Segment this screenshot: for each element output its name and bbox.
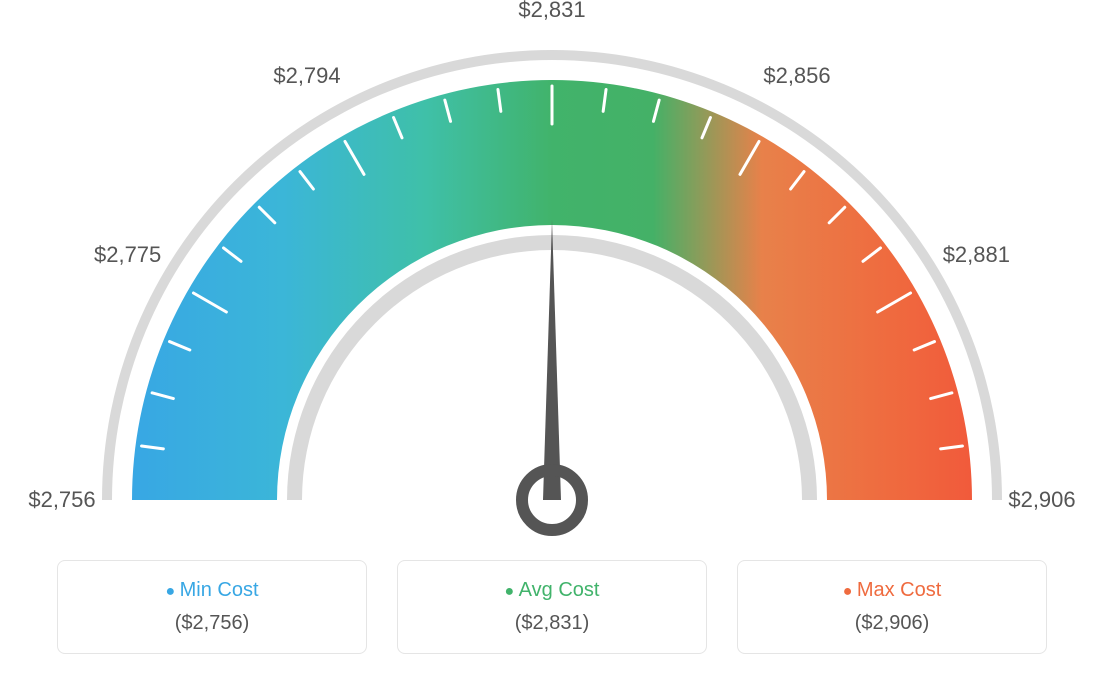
gauge-tick-label: $2,856 — [763, 63, 830, 89]
gauge-tick-label: $2,775 — [94, 242, 161, 268]
max-cost-card: Max Cost ($2,906) — [737, 560, 1047, 654]
avg-cost-value: ($2,831) — [410, 612, 694, 635]
avg-cost-title: Avg Cost — [410, 579, 694, 602]
gauge-tick-label: $2,881 — [943, 242, 1010, 268]
gauge-area: $2,756 $2,775 $2,794 $2,831 $2,856 $2,881 $2,9… — [0, 0, 1104, 560]
max-cost-value: ($2,906) — [750, 612, 1034, 635]
gauge-tick-label: $2,906 — [1008, 487, 1075, 513]
min-cost-card: Min Cost ($2,756) — [57, 560, 367, 654]
gauge-tick-label: $2,831 — [518, 0, 585, 23]
gauge-chart — [0, 0, 1104, 560]
min-cost-title: Min Cost — [70, 579, 354, 602]
avg-cost-card: Avg Cost ($2,831) — [397, 560, 707, 654]
summary-row: Min Cost ($2,756) Avg Cost ($2,831) Max … — [0, 560, 1104, 654]
max-cost-title: Max Cost — [750, 579, 1034, 602]
min-cost-value: ($2,756) — [70, 612, 354, 635]
gauge-tick-label: $2,794 — [273, 63, 340, 89]
gauge-tick-label: $2,756 — [28, 487, 95, 513]
cost-gauge-container: $2,756 $2,775 $2,794 $2,831 $2,856 $2,881 $2,9… — [0, 0, 1104, 690]
